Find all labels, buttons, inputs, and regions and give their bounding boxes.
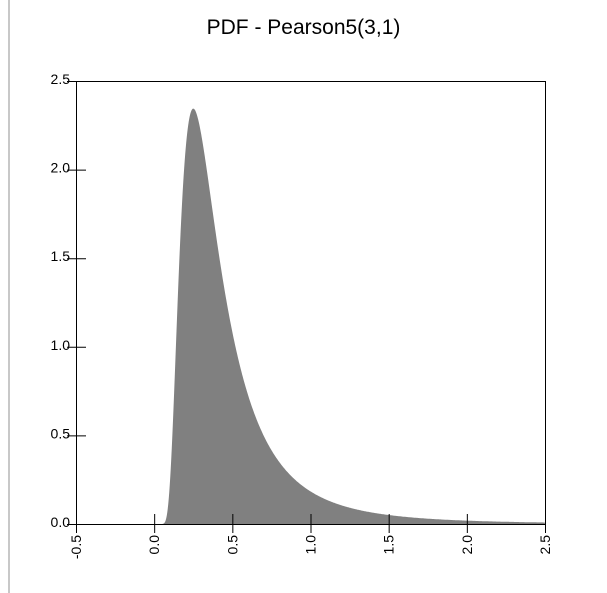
chart-title: PDF - Pearson5(3,1) <box>206 16 401 39</box>
y-tick-label: 0.5 <box>51 425 71 441</box>
y-tick-label: 2.0 <box>51 160 71 176</box>
x-axis: -0.5 0.0 0.5 1.0 1.5 2.0 2.5 <box>68 514 553 559</box>
y-tick-label: 2.5 <box>51 71 71 87</box>
pdf-area <box>154 108 545 524</box>
x-tick-label: 0.5 <box>224 535 240 555</box>
y-tick-label: 0.0 <box>51 514 71 530</box>
x-tick-label: 1.5 <box>381 535 397 555</box>
y-tick-label: 1.0 <box>51 337 71 353</box>
y-axis: 0.0 0.5 1.0 1.5 2.0 2.5 <box>51 71 86 530</box>
frame-border <box>8 0 10 593</box>
x-tick-label: 2.5 <box>537 535 553 555</box>
x-tick-label: 0.0 <box>146 535 162 555</box>
x-tick-label: 2.0 <box>459 535 475 555</box>
y-tick-label: 1.5 <box>51 248 71 264</box>
x-tick-label: 1.0 <box>303 535 319 555</box>
x-tick-label: -0.5 <box>68 535 84 559</box>
plot-frame <box>76 81 546 525</box>
